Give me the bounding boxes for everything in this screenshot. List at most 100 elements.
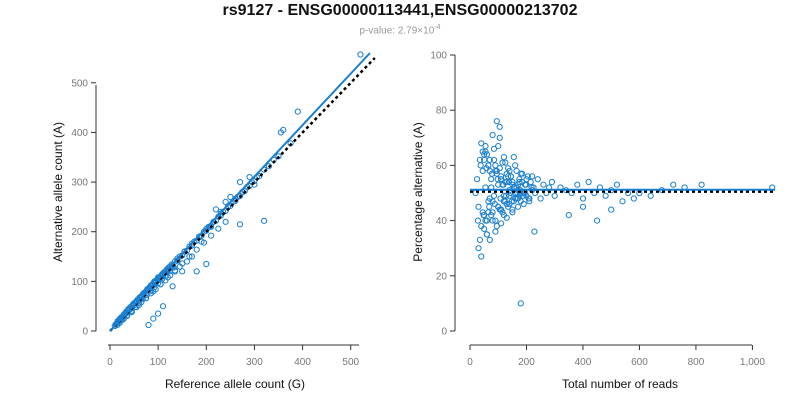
data-point bbox=[159, 303, 167, 310]
data-point bbox=[147, 290, 154, 297]
data-point bbox=[522, 181, 530, 188]
data-point bbox=[145, 321, 152, 329]
data-point bbox=[579, 203, 587, 210]
x-tick-label: 500 bbox=[342, 357, 359, 368]
data-point bbox=[482, 143, 489, 150]
data-point bbox=[483, 151, 490, 158]
y-axis-label: Percentage alternative (A) bbox=[411, 122, 425, 261]
data-point bbox=[585, 178, 592, 186]
data-point bbox=[474, 217, 481, 224]
y-tick-label: 200 bbox=[71, 227, 88, 238]
data-point bbox=[503, 192, 510, 199]
data-point bbox=[179, 268, 186, 275]
data-point bbox=[478, 253, 485, 260]
data-point bbox=[485, 209, 492, 216]
data-point bbox=[670, 181, 677, 188]
x-tick-label: 800 bbox=[688, 357, 705, 368]
data-point bbox=[481, 151, 488, 158]
data-point bbox=[520, 192, 527, 199]
data-point bbox=[493, 223, 500, 230]
data-point bbox=[509, 209, 516, 216]
data-point bbox=[251, 181, 258, 188]
data-point bbox=[534, 176, 541, 183]
x-axis-label: Reference allele count (G) bbox=[165, 377, 305, 391]
data-point bbox=[476, 236, 483, 243]
data-point bbox=[505, 173, 512, 180]
data-point bbox=[479, 167, 486, 174]
p-value-exponent: -4 bbox=[434, 24, 441, 31]
data-point bbox=[496, 134, 503, 141]
x-axis-label: Total number of reads bbox=[562, 377, 678, 391]
data-point bbox=[517, 300, 524, 307]
data-point bbox=[475, 203, 482, 210]
y-tick-label: 0 bbox=[82, 327, 88, 338]
data-point bbox=[150, 315, 157, 322]
data-point bbox=[477, 162, 484, 169]
data-point bbox=[513, 167, 520, 174]
y-tick-label: 20 bbox=[436, 271, 448, 282]
data-point bbox=[497, 195, 504, 202]
p-value-label: p-value: 2.79×10-4 bbox=[0, 24, 800, 36]
data-point bbox=[486, 203, 493, 210]
data-point bbox=[509, 178, 516, 186]
data-point bbox=[222, 198, 229, 205]
data-point bbox=[155, 310, 162, 317]
data-point bbox=[698, 181, 705, 188]
data-point bbox=[489, 131, 496, 139]
data-point bbox=[520, 200, 527, 208]
x-tick-label: 0 bbox=[467, 357, 473, 368]
y-tick-label: 400 bbox=[71, 128, 88, 139]
data-point bbox=[499, 159, 506, 166]
data-point bbox=[236, 221, 244, 228]
data-point bbox=[280, 126, 287, 133]
data-point bbox=[502, 159, 509, 166]
data-point bbox=[526, 198, 533, 205]
data-point bbox=[217, 208, 224, 215]
allele-count-scatter: 0 100 200 300 400 500 0 100 200 300 400 500 Refere… bbox=[51, 51, 376, 391]
y-tick-label: 60 bbox=[436, 161, 448, 172]
data-point bbox=[167, 272, 174, 279]
data-point bbox=[188, 253, 195, 260]
data-point bbox=[500, 154, 507, 161]
x-tick-label: 400 bbox=[294, 357, 311, 368]
data-point bbox=[503, 178, 510, 186]
data-point bbox=[498, 220, 505, 227]
data-point bbox=[498, 176, 505, 183]
data-point bbox=[529, 173, 536, 180]
data-point bbox=[474, 176, 481, 183]
data-point bbox=[152, 278, 159, 285]
data-point bbox=[495, 203, 502, 210]
data-point bbox=[514, 203, 522, 210]
data-point bbox=[215, 225, 222, 232]
data-point bbox=[574, 181, 581, 188]
data-point bbox=[630, 195, 637, 202]
data-point bbox=[516, 178, 523, 186]
data-point bbox=[507, 173, 514, 180]
data-point bbox=[492, 228, 499, 235]
data-point bbox=[509, 181, 516, 188]
x-tick-label: 600 bbox=[631, 357, 648, 368]
y-tick-label: 300 bbox=[71, 178, 88, 189]
data-point bbox=[551, 192, 558, 199]
data-point bbox=[509, 206, 516, 213]
x-tick-label: 200 bbox=[518, 357, 535, 368]
data-point bbox=[493, 118, 500, 125]
data-point bbox=[512, 162, 519, 169]
data-point bbox=[222, 218, 229, 225]
data-point bbox=[531, 228, 538, 235]
y-tick-label: 100 bbox=[430, 51, 447, 62]
p-value-text: p-value: 2.79×10 bbox=[359, 25, 435, 37]
x-ticks: 0 100 200 300 400 500 bbox=[107, 345, 360, 368]
data-point bbox=[294, 108, 301, 115]
data-point bbox=[496, 123, 503, 130]
data-point bbox=[540, 181, 547, 188]
data-point bbox=[261, 217, 268, 224]
data-point bbox=[500, 212, 507, 219]
data-point bbox=[198, 238, 205, 245]
data-point bbox=[492, 167, 499, 174]
trend-lines bbox=[470, 188, 775, 193]
data-point bbox=[579, 195, 587, 202]
data-point bbox=[143, 295, 150, 302]
data-point bbox=[510, 154, 517, 161]
data-point bbox=[594, 217, 601, 224]
